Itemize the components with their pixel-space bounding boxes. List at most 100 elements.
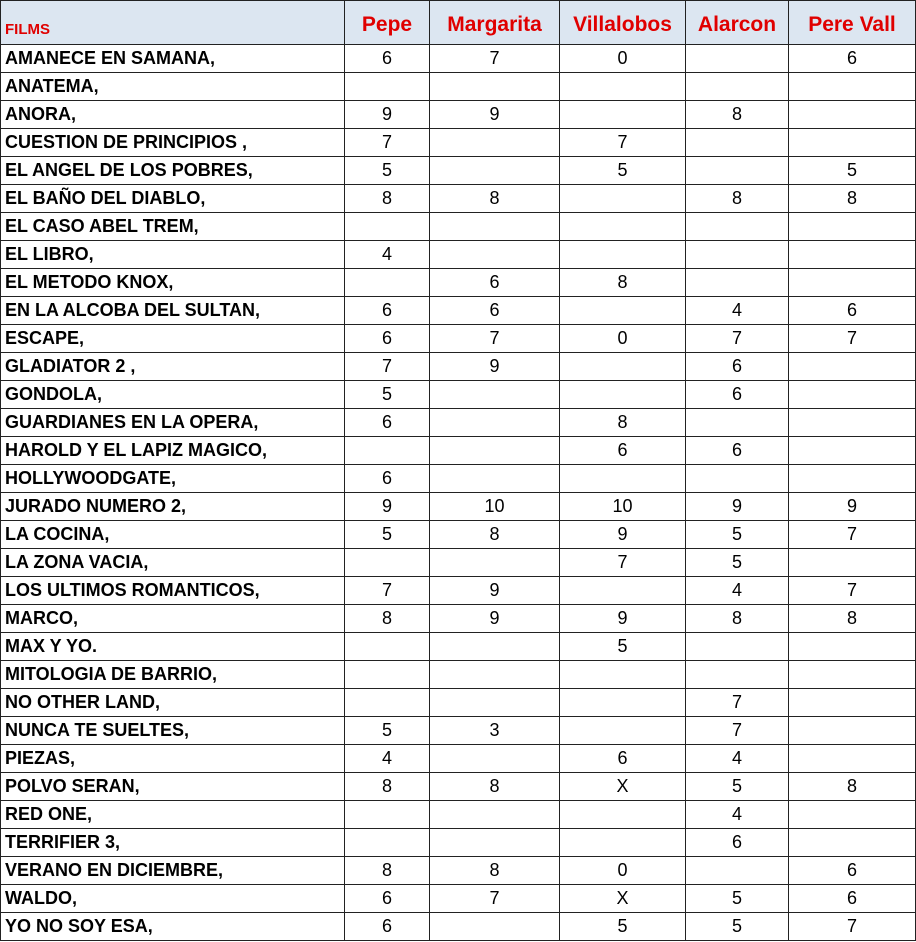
score-cell — [686, 465, 789, 493]
score-cell — [686, 269, 789, 297]
score-cell: 9 — [430, 605, 560, 633]
score-cell — [789, 745, 916, 773]
score-cell: 6 — [430, 269, 560, 297]
score-cell: 8 — [430, 773, 560, 801]
film-title: EL CASO ABEL TREM, — [0, 213, 345, 241]
score-cell: 7 — [560, 549, 686, 577]
score-cell: 0 — [560, 45, 686, 73]
score-cell — [560, 717, 686, 745]
score-cell — [430, 661, 560, 689]
score-cell: 5 — [560, 157, 686, 185]
score-cell — [430, 801, 560, 829]
score-cell — [560, 661, 686, 689]
score-cell: 7 — [789, 577, 916, 605]
score-cell: 7 — [430, 325, 560, 353]
score-cell: 8 — [789, 605, 916, 633]
score-cell — [686, 129, 789, 157]
score-cell — [345, 633, 430, 661]
score-cell: 5 — [560, 633, 686, 661]
score-cell: 5 — [686, 885, 789, 913]
score-cell: 6 — [345, 325, 430, 353]
film-title: AMANECE EN SAMANA, — [0, 45, 345, 73]
score-cell: 5 — [686, 773, 789, 801]
score-cell: 5 — [345, 157, 430, 185]
score-cell: 6 — [345, 465, 430, 493]
score-cell — [345, 829, 430, 857]
score-cell — [686, 857, 789, 885]
score-cell: 7 — [789, 913, 916, 941]
film-title: JURADO NUMERO 2, — [0, 493, 345, 521]
score-cell: 6 — [345, 297, 430, 325]
film-title: NUNCA TE SUELTES, — [0, 717, 345, 745]
score-cell: 6 — [345, 885, 430, 913]
film-title: RED ONE, — [0, 801, 345, 829]
score-cell — [345, 213, 430, 241]
score-cell — [430, 213, 560, 241]
score-cell: 7 — [345, 353, 430, 381]
score-cell: 4 — [686, 577, 789, 605]
score-cell — [789, 269, 916, 297]
score-cell — [560, 73, 686, 101]
score-cell: 8 — [686, 605, 789, 633]
score-cell: 8 — [430, 185, 560, 213]
score-cell: 8 — [686, 185, 789, 213]
film-title: CUESTION DE PRINCIPIOS , — [0, 129, 345, 157]
score-cell — [430, 549, 560, 577]
score-cell: 0 — [560, 325, 686, 353]
score-cell: 5 — [686, 549, 789, 577]
score-cell: 8 — [430, 521, 560, 549]
score-cell: 6 — [789, 857, 916, 885]
score-cell: 6 — [789, 45, 916, 73]
score-cell — [560, 241, 686, 269]
score-cell: 6 — [345, 913, 430, 941]
score-cell — [430, 409, 560, 437]
score-cell — [686, 241, 789, 269]
score-cell — [560, 213, 686, 241]
score-cell — [789, 633, 916, 661]
score-cell: 8 — [789, 773, 916, 801]
score-cell: 8 — [686, 101, 789, 129]
film-title: ANORA, — [0, 101, 345, 129]
film-title: LA ZONA VACIA, — [0, 549, 345, 577]
score-cell: 6 — [430, 297, 560, 325]
score-cell — [789, 101, 916, 129]
score-cell: 6 — [789, 885, 916, 913]
score-cell: 9 — [560, 605, 686, 633]
score-cell: 7 — [430, 45, 560, 73]
score-cell: 6 — [789, 297, 916, 325]
score-cell: 8 — [560, 409, 686, 437]
score-cell — [345, 437, 430, 465]
score-cell — [789, 213, 916, 241]
score-cell — [560, 185, 686, 213]
score-cell: 4 — [345, 745, 430, 773]
score-cell: 9 — [789, 493, 916, 521]
score-cell: 9 — [345, 493, 430, 521]
film-title: LA COCINA, — [0, 521, 345, 549]
score-cell — [789, 381, 916, 409]
score-cell — [430, 157, 560, 185]
score-cell — [560, 689, 686, 717]
score-cell: 6 — [345, 45, 430, 73]
score-cell: 6 — [345, 409, 430, 437]
score-cell — [560, 465, 686, 493]
score-cell — [789, 437, 916, 465]
score-cell — [430, 745, 560, 773]
film-title: ESCAPE, — [0, 325, 345, 353]
score-cell — [430, 241, 560, 269]
score-cell: 8 — [345, 185, 430, 213]
score-cell: 8 — [345, 857, 430, 885]
score-cell: 7 — [686, 689, 789, 717]
film-title: HAROLD Y EL LAPIZ MAGICO, — [0, 437, 345, 465]
score-cell: 8 — [789, 185, 916, 213]
film-title: ANATEMA, — [0, 73, 345, 101]
header-cell: Alarcon — [686, 0, 789, 45]
score-cell: 7 — [345, 129, 430, 157]
score-cell: 9 — [430, 101, 560, 129]
score-cell — [789, 129, 916, 157]
score-cell — [345, 73, 430, 101]
score-cell — [789, 409, 916, 437]
score-cell — [686, 73, 789, 101]
film-title: YO NO SOY ESA, — [0, 913, 345, 941]
score-cell: 5 — [345, 717, 430, 745]
